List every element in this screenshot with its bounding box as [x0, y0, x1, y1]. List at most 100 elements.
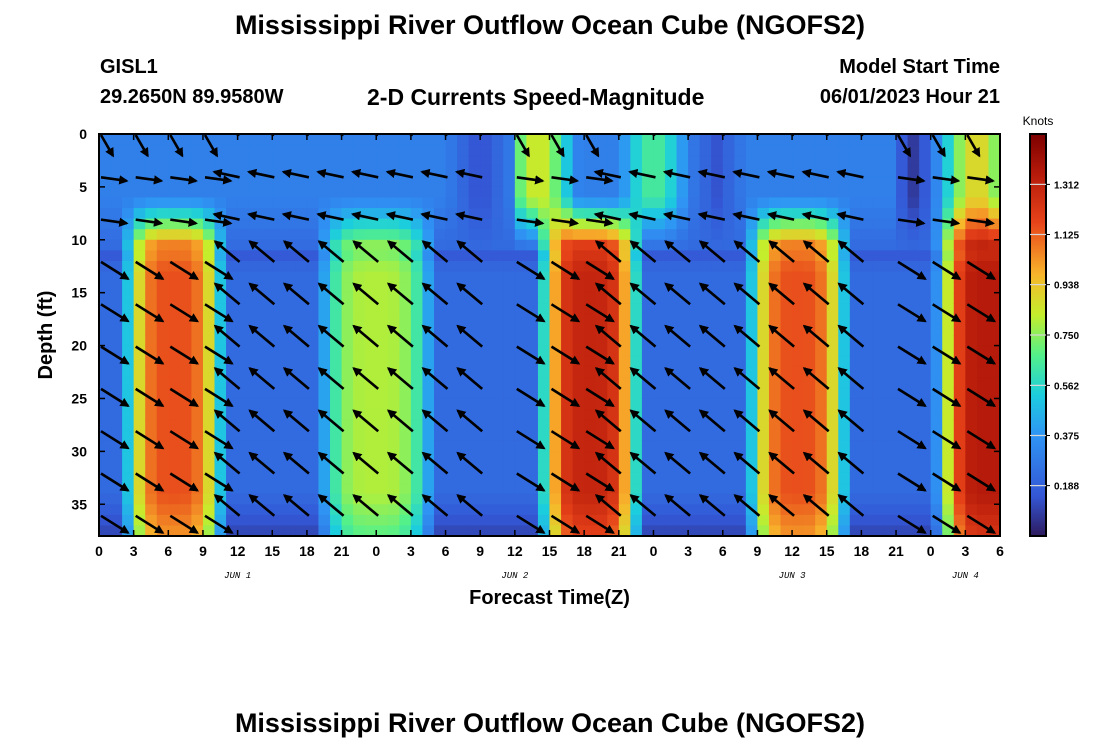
heatmap-cell: [919, 218, 932, 230]
heatmap-cell: [711, 483, 724, 495]
heatmap-cell: [757, 313, 770, 326]
heatmap-cell: [422, 398, 435, 410]
heatmap-cell: [168, 461, 181, 474]
current-vector: [213, 451, 241, 475]
heatmap-cell: [618, 419, 631, 431]
heatmap-cell: [457, 472, 470, 484]
heatmap-cell: [676, 525, 689, 536]
heatmap-cell: [572, 409, 585, 421]
heatmap-cell: [445, 345, 458, 357]
heatmap-cell: [364, 186, 377, 199]
heatmap-cell: [699, 430, 712, 442]
heatmap-cell: [226, 472, 239, 484]
heatmap-cell: [618, 504, 631, 516]
heatmap-cell: [422, 176, 435, 188]
heatmap-cell: [942, 282, 955, 294]
current-vector: [585, 472, 615, 492]
heatmap-cell: [168, 483, 181, 495]
day-label: JUN 1: [224, 571, 251, 581]
x-tick-label: 6: [442, 543, 450, 559]
heatmap-cell: [457, 345, 470, 357]
heatmap-cell: [653, 176, 666, 188]
heatmap-cell: [665, 229, 678, 241]
heatmap-cell: [965, 504, 978, 516]
heatmap-cell: [399, 313, 412, 326]
heatmap-cell: [122, 451, 135, 463]
current-vector: [170, 217, 198, 227]
current-vector: [420, 168, 448, 179]
heatmap-cell: [815, 472, 828, 484]
current-vector: [733, 240, 761, 263]
heatmap-cell: [907, 430, 920, 442]
heatmap-cell: [919, 324, 932, 336]
heatmap-cell: [133, 271, 146, 283]
heatmap-cell: [283, 440, 296, 452]
heatmap-cell: [965, 409, 978, 421]
heatmap-cell: [884, 144, 897, 156]
heatmap-cell: [965, 335, 978, 347]
heatmap-cell: [607, 282, 620, 294]
heatmap-cell: [907, 144, 920, 156]
x-tick-label: 12: [784, 543, 800, 559]
heatmap-cell: [930, 409, 943, 421]
heatmap-cell: [168, 525, 181, 536]
current-vector: [932, 217, 961, 227]
heatmap-cell: [341, 144, 354, 156]
heatmap-cell: [191, 229, 204, 241]
heatmap-cell: [99, 186, 112, 199]
heatmap-cell: [295, 313, 308, 326]
heatmap-cell: [272, 409, 285, 421]
heatmap-cell: [838, 134, 851, 146]
heatmap-cell: [145, 313, 158, 326]
heatmap-cell: [237, 250, 250, 262]
heatmap-cell: [584, 398, 597, 410]
heatmap-cell: [630, 525, 643, 536]
heatmap-cell: [919, 250, 932, 262]
heatmap-cell: [168, 218, 181, 230]
heatmap-cell: [965, 440, 978, 452]
heatmap-cell: [549, 440, 562, 452]
heatmap-cell: [145, 377, 158, 389]
heatmap-cell: [711, 208, 724, 220]
heatmap-cell: [526, 356, 539, 368]
heatmap-cell: [561, 451, 574, 463]
heatmap-cell: [133, 461, 146, 474]
current-vector: [516, 430, 546, 450]
heatmap-cell: [641, 165, 655, 177]
heatmap-cell: [353, 186, 366, 199]
heatmap-cell: [237, 260, 250, 273]
heatmap-cell: [341, 197, 354, 209]
heatmap-cell: [803, 525, 816, 536]
heatmap-cell: [607, 218, 620, 230]
heatmap-cell: [792, 514, 805, 527]
heatmap-cell: [988, 419, 1000, 431]
heatmap-cell: [953, 229, 966, 241]
heatmap-cell: [930, 461, 943, 474]
current-vector: [248, 451, 276, 475]
heatmap-cell: [272, 218, 285, 230]
heatmap-cell: [133, 409, 146, 421]
heatmap-cell: [572, 451, 585, 463]
heatmap-cell: [757, 239, 770, 251]
current-vector: [768, 451, 795, 475]
heatmap-cell: [364, 366, 377, 378]
current-vector: [317, 494, 345, 517]
heatmap-cell: [942, 208, 955, 220]
current-vector: [629, 240, 657, 263]
heatmap-cell: [330, 218, 343, 230]
heatmap-cell: [965, 303, 978, 315]
heatmap-cell: [919, 144, 932, 156]
heatmap-cell: [722, 271, 735, 283]
heatmap-cell: [283, 186, 296, 199]
heatmap-cell: [179, 461, 193, 474]
heatmap-cell: [838, 176, 851, 188]
heatmap-cell: [803, 271, 816, 283]
heatmap-cell: [191, 165, 204, 177]
heatmap-cell: [722, 398, 735, 410]
heatmap-cell: [838, 186, 851, 199]
heatmap-cell: [110, 419, 123, 431]
heatmap-cell: [376, 186, 389, 199]
heatmap-cell: [607, 366, 620, 378]
heatmap-cell: [283, 335, 296, 347]
heatmap-cell: [318, 398, 331, 410]
